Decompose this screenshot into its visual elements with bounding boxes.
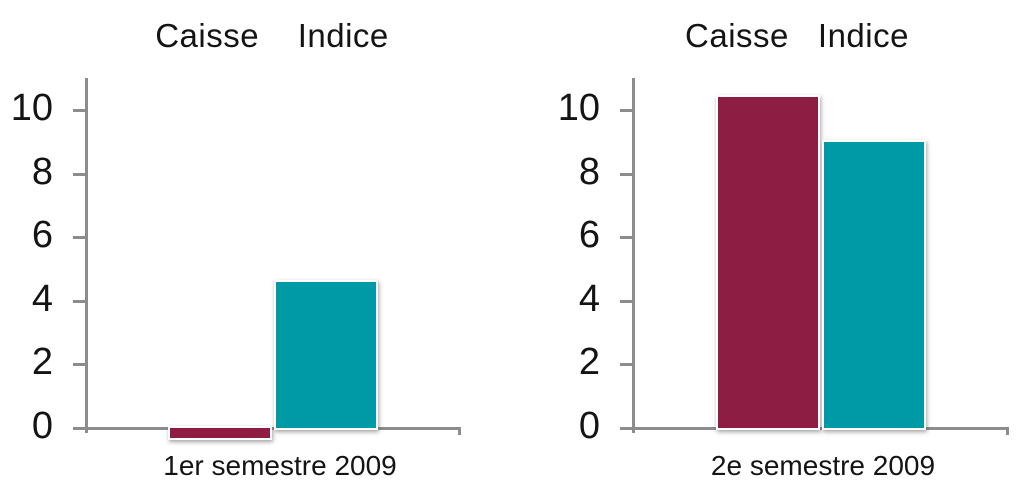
plot-area: 0 2 4 6 8 10: [10, 78, 461, 447]
y-axis-tick: [73, 299, 85, 303]
y-axis-tick: [73, 236, 85, 240]
y-tick-label: 2: [31, 341, 53, 384]
y-axis-tick: [620, 299, 632, 303]
bar-indice: [274, 279, 378, 430]
y-axis: [85, 78, 88, 433]
y-axis-tick: [73, 109, 85, 112]
category-label: 2e semestre 2009: [710, 450, 936, 481]
y-tick-label: 4: [31, 277, 53, 320]
chart-title: Caisse Indice: [155, 17, 389, 54]
x-axis: [632, 427, 1008, 430]
y-tick-label: 0: [578, 405, 600, 447]
y-tick-label: 10: [10, 87, 53, 129]
x-axis-end-tick: [458, 427, 461, 435]
y-axis-tick: [620, 427, 632, 430]
y-tick-label: 6: [31, 214, 53, 257]
y-tick-label: 0: [31, 405, 53, 447]
y-tick-label: 6: [578, 214, 600, 257]
bar-caisse: [168, 426, 272, 440]
y-tick-label: 8: [578, 150, 600, 193]
y-axis-tick: [73, 427, 85, 430]
y-tick-label: 2: [578, 341, 600, 384]
plot-area: 0 2 4 6 8 10: [516, 0, 1032, 492]
x-axis-end-tick: [1006, 427, 1009, 435]
y-axis-tick: [620, 109, 632, 112]
y-axis-tick: [620, 172, 632, 176]
y-tick-label: 10: [557, 87, 600, 129]
y-tick-label: 4: [578, 277, 600, 320]
y-axis-tick: [73, 363, 85, 367]
bar-caisse: [715, 95, 820, 430]
y-axis: [632, 78, 635, 433]
y-tick-label: 8: [31, 150, 53, 193]
y-axis-tick: [620, 236, 632, 240]
x-axis: [85, 427, 460, 430]
chart-2e-semestre: Caisse Indice 0 2 4 6 8 10 2e semestre 2009: [516, 0, 1032, 492]
category-label: 1er semestre 2009: [163, 450, 397, 481]
y-axis-tick: [73, 172, 85, 176]
chart-1er-semestre: Caisse Indice 0 2 4 6 8 10 1er semestre 2009: [10, 19, 461, 481]
y-axis-tick: [620, 363, 632, 367]
bar-indice: [821, 139, 926, 430]
chart-title: Caisse Indice: [685, 17, 909, 54]
